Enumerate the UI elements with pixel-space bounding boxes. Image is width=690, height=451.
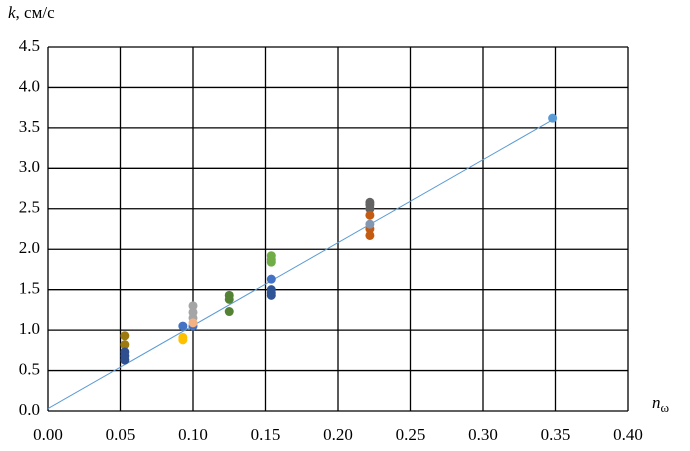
scatter-point [120, 331, 130, 341]
x-tick-label: 0.30 [468, 425, 498, 444]
x-axis-label: nω [652, 393, 670, 415]
y-tick-label: 4.5 [19, 36, 40, 55]
x-label-subscript: ω [661, 400, 670, 415]
x-tick-label: 0.15 [251, 425, 281, 444]
x-tick-label: 0.10 [178, 425, 208, 444]
scatter-point [266, 257, 276, 267]
scatter-point [266, 290, 276, 300]
trend-line [47, 117, 556, 410]
scatter-point [120, 355, 130, 365]
y-label-unit: , см/с [16, 3, 56, 22]
y-tick-label: 2.0 [19, 238, 40, 257]
y-tick-label: 0.0 [19, 400, 40, 419]
scatter-point [365, 204, 375, 214]
scatter-point [224, 294, 234, 304]
y-tick-label: 4.0 [19, 76, 40, 95]
y-label-symbol: k [8, 3, 16, 22]
x-tick-label: 0.20 [323, 425, 353, 444]
scatter-point [365, 230, 375, 240]
y-tick-label: 3.5 [19, 117, 40, 136]
x-tick-label: 0.40 [613, 425, 643, 444]
y-tick-label: 2.5 [19, 198, 40, 217]
y-axis-label: k, см/с [8, 3, 55, 22]
scatter-point [178, 335, 188, 345]
x-tick-label: 0.35 [541, 425, 571, 444]
x-tick-label: 0.25 [396, 425, 426, 444]
scatter-point [365, 219, 375, 229]
x-tick-label: 0.05 [106, 425, 136, 444]
scatter-point [548, 113, 558, 123]
y-tick-label: 1.0 [19, 319, 40, 338]
x-label-symbol: n [652, 393, 661, 412]
scatter-point [120, 340, 130, 350]
y-tick-label: 3.0 [19, 157, 40, 176]
y-tick-label: 0.5 [19, 359, 40, 378]
y-tick-label: 1.5 [19, 279, 40, 298]
scatter-point [188, 301, 198, 311]
scatter-point [188, 318, 198, 328]
x-tick-label: 0.00 [33, 425, 63, 444]
scatter-point [365, 210, 375, 220]
scatter-point [178, 321, 188, 331]
scatter-point [266, 274, 276, 284]
scatter-point [224, 307, 234, 317]
